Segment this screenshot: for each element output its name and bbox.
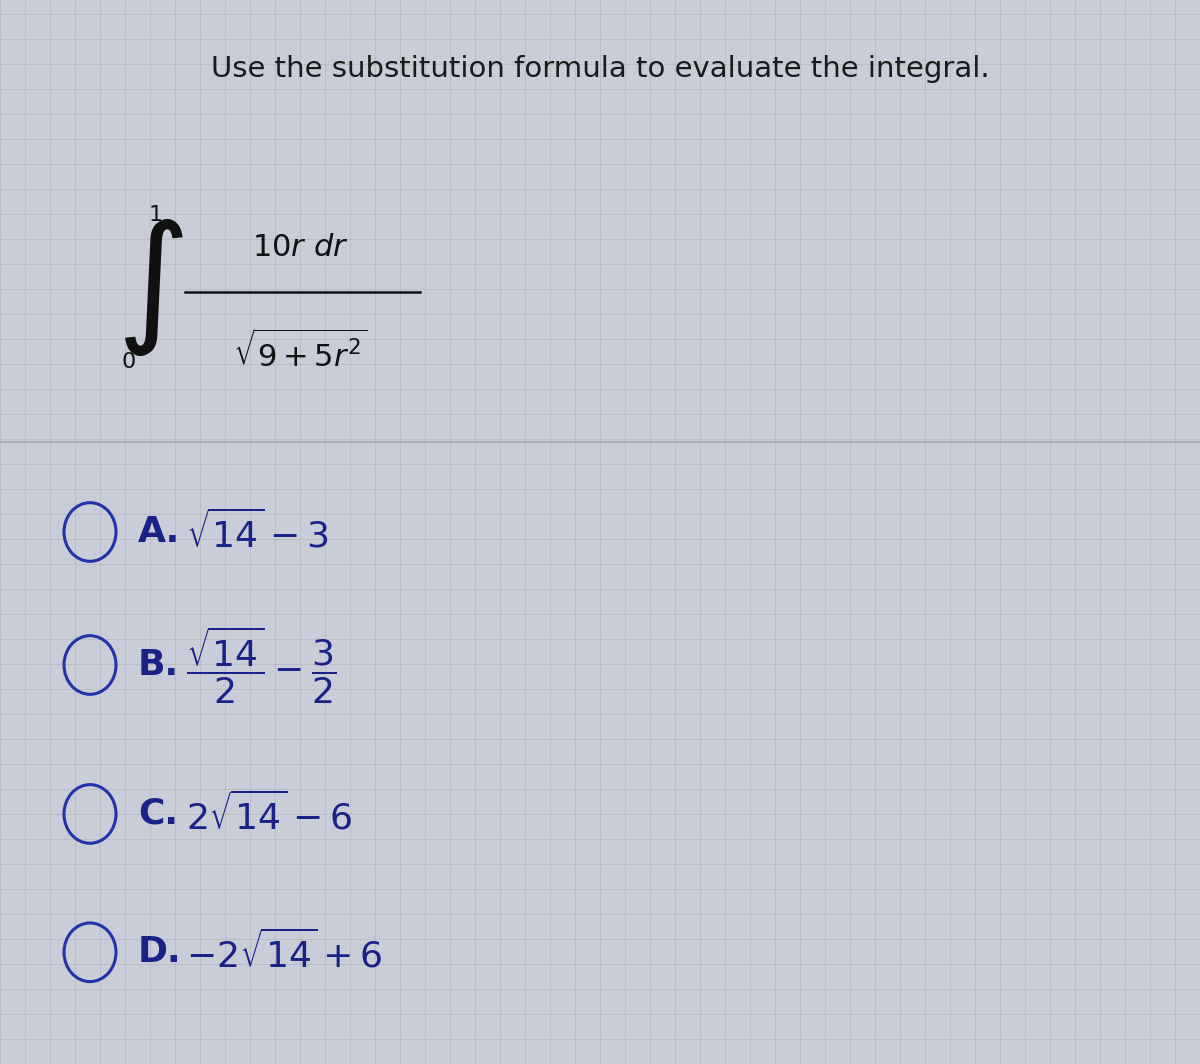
- Text: $2\sqrt{14}-6$: $2\sqrt{14}-6$: [186, 792, 353, 836]
- Text: $\dfrac{\sqrt{14}}{2}-\dfrac{3}{2}$: $\dfrac{\sqrt{14}}{2}-\dfrac{3}{2}$: [186, 625, 336, 705]
- Text: $\sqrt{9+5r^2}$: $\sqrt{9+5r^2}$: [233, 331, 367, 373]
- Text: C.: C.: [138, 797, 178, 831]
- Text: A.: A.: [138, 515, 180, 549]
- Text: $10r\ dr$: $10r\ dr$: [252, 232, 348, 263]
- Text: $\int$: $\int$: [116, 217, 184, 358]
- Text: Use the substitution formula to evaluate the integral.: Use the substitution formula to evaluate…: [211, 55, 989, 83]
- Text: $1$: $1$: [148, 205, 162, 226]
- Text: $0$: $0$: [121, 352, 136, 372]
- Text: D.: D.: [138, 935, 181, 969]
- Text: $-2\sqrt{14}+6$: $-2\sqrt{14}+6$: [186, 930, 383, 975]
- Text: B.: B.: [138, 648, 179, 682]
- Text: $\sqrt{14}-3$: $\sqrt{14}-3$: [186, 510, 329, 554]
